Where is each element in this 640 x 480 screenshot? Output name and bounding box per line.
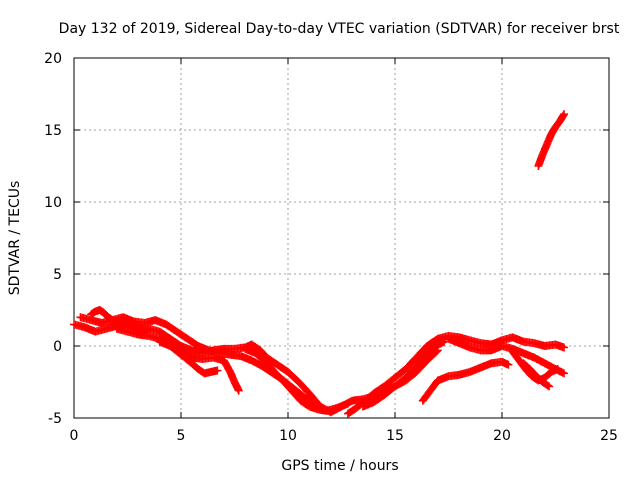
x-tick-label: 10 <box>279 428 297 444</box>
data-point-marker <box>560 343 569 352</box>
data-points <box>70 110 569 418</box>
data-point-marker <box>553 365 562 374</box>
y-tick-label: 15 <box>44 123 62 139</box>
data-point-marker <box>440 337 449 346</box>
x-tick-label: 25 <box>600 428 618 444</box>
y-tick-label: 10 <box>44 195 62 211</box>
axis-ticks: 0 5 10 15 20 25 -5 0 5 10 15 20 <box>44 51 618 444</box>
x-axis-label: GPS time / hours <box>281 458 398 474</box>
data-point-marker <box>543 381 552 390</box>
series-track-14 <box>534 110 569 170</box>
data-point-marker <box>504 360 513 369</box>
data-point-marker <box>343 399 352 408</box>
data-point-marker <box>213 366 222 375</box>
data-point-marker <box>545 382 554 391</box>
data-point-marker <box>322 406 331 415</box>
grid-lines <box>74 58 609 418</box>
series-track-6 <box>241 344 331 415</box>
chart-title: Day 132 of 2019, Sidereal Day-to-day VTE… <box>59 21 620 37</box>
x-tick-label: 5 <box>177 428 186 444</box>
y-axis-label: SDTVAR / TECUs <box>7 181 23 296</box>
y-tick-label: 20 <box>44 51 62 67</box>
x-tick-label: 15 <box>386 428 404 444</box>
series-track-9 <box>369 346 442 402</box>
series-track-4 <box>112 324 222 378</box>
y-tick-label: 5 <box>53 267 62 283</box>
x-tick-label: 20 <box>493 428 511 444</box>
series-track-5 <box>155 337 243 395</box>
plot-frame <box>73 57 610 419</box>
data-point-marker <box>560 110 569 119</box>
series-track-1 <box>70 320 378 417</box>
x-tick-label: 0 <box>70 428 79 444</box>
y-tick-label: -5 <box>48 411 62 427</box>
data-point-marker <box>234 386 243 395</box>
data-point-marker <box>560 369 569 378</box>
y-tick-label: 0 <box>53 339 62 355</box>
series-track-13 <box>519 359 554 391</box>
data-point-marker <box>433 346 442 355</box>
series-track-10 <box>418 357 513 405</box>
data-point-marker <box>432 347 441 356</box>
